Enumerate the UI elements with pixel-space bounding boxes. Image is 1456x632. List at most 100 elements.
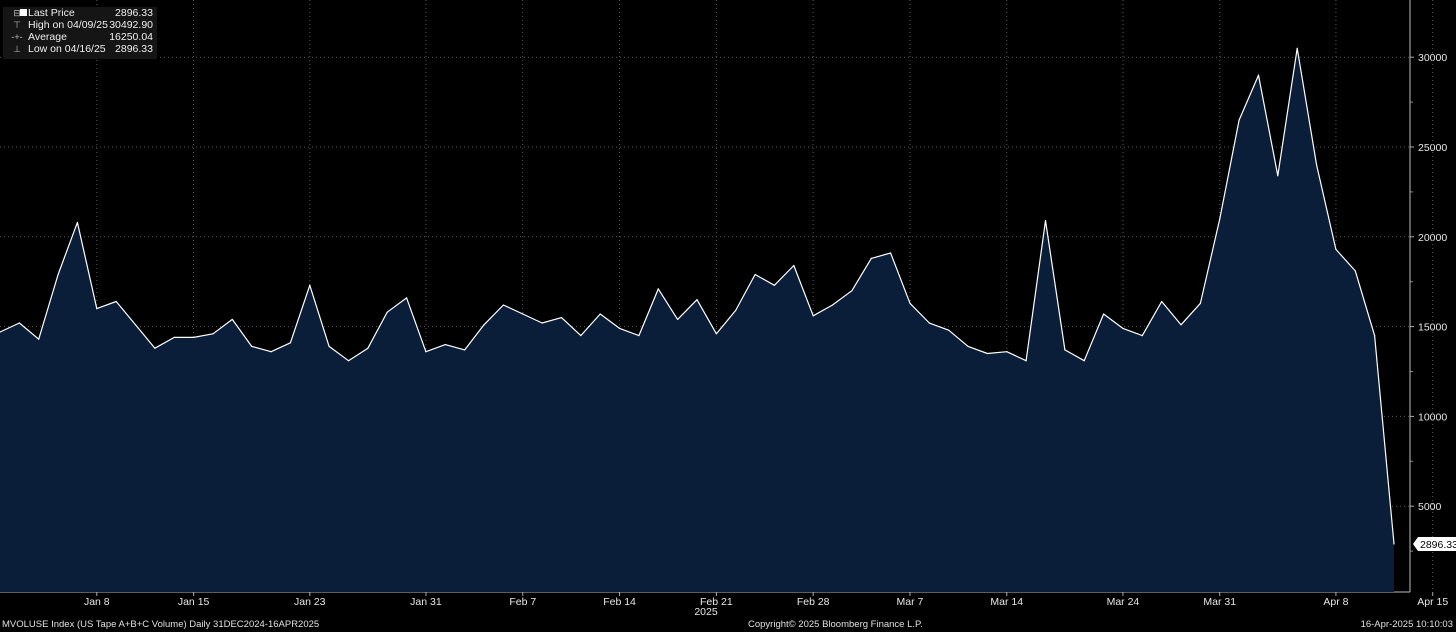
legend-box: ⊟ Last Price 2896.33 ⊤ High on 04/09/25 … xyxy=(3,7,157,59)
x-tick-label: Jan 15 xyxy=(178,596,210,608)
legend-row-last-price: ⊟ Last Price 2896.33 xyxy=(3,7,157,19)
data-point xyxy=(231,318,233,321)
legend-bracket-icon: ⊟ xyxy=(13,8,21,18)
legend-low-label: Low on 04/16/25 xyxy=(28,43,106,55)
average-marker-icon: -+- xyxy=(11,32,23,42)
legend-swatch-icon xyxy=(20,9,27,16)
data-point xyxy=(696,299,698,301)
footer-copyright: Copyright© 2025 Bloomberg Finance L.P. xyxy=(748,619,923,630)
data-point xyxy=(1277,175,1279,177)
data-point xyxy=(115,300,117,303)
data-point xyxy=(309,284,311,286)
data-point xyxy=(270,351,272,353)
data-point xyxy=(618,327,621,329)
data-point xyxy=(599,313,601,315)
data-point xyxy=(1393,543,1395,545)
legend-high-label: High on 04/09/25 xyxy=(28,19,108,31)
data-point xyxy=(1296,47,1298,49)
data-point xyxy=(986,352,989,355)
data-point xyxy=(0,331,1,333)
data-point xyxy=(1257,74,1260,76)
data-point xyxy=(367,347,369,349)
data-point xyxy=(193,336,195,338)
data-point xyxy=(328,345,330,347)
legend-last-label: Last Price xyxy=(28,7,75,19)
last-value-tag xyxy=(1413,536,1456,551)
data-point xyxy=(96,308,98,310)
x-tick-label: Apr 15 xyxy=(1417,596,1448,608)
data-point xyxy=(754,273,756,276)
legend-high-value: 30492.90 xyxy=(109,19,153,31)
x-tick-label: Mar 14 xyxy=(990,596,1023,608)
data-point xyxy=(928,322,930,324)
data-point xyxy=(18,322,20,324)
data-point xyxy=(560,317,563,319)
legend-average-label: Average xyxy=(28,31,67,43)
data-point xyxy=(212,333,214,335)
y-tick-label: 10000 xyxy=(1418,411,1447,423)
footer-index-description: MVOLUSE Index (US Tape A+B+C Volume) Dai… xyxy=(2,619,320,630)
data-point xyxy=(1180,324,1182,326)
y-tick-label: 30000 xyxy=(1418,52,1447,64)
data-point xyxy=(173,336,175,338)
legend-low-value: 2896.33 xyxy=(115,43,153,55)
data-point xyxy=(522,313,524,315)
legend-row-high: ⊤ High on 04/09/25 30492.90 xyxy=(3,19,157,31)
data-point xyxy=(134,324,137,326)
data-point xyxy=(347,360,350,362)
data-point xyxy=(831,304,834,306)
data-point xyxy=(1122,327,1124,329)
data-point xyxy=(1102,313,1105,315)
data-point xyxy=(890,252,892,254)
x-tick-label: Jan 8 xyxy=(84,596,110,608)
x-tick-label: Feb 7 xyxy=(509,596,536,608)
data-point xyxy=(1219,218,1221,220)
data-point xyxy=(657,288,659,290)
data-point xyxy=(464,349,466,351)
series-area-fill xyxy=(0,48,1394,593)
data-point xyxy=(1064,349,1066,351)
x-tick-label: Feb 21 xyxy=(700,596,733,608)
data-point xyxy=(76,221,79,224)
x-tick-label: Feb 28 xyxy=(797,596,830,608)
data-point xyxy=(425,351,427,353)
data-point xyxy=(1161,300,1163,303)
data-point xyxy=(638,334,640,337)
data-point xyxy=(1006,351,1008,353)
y-tick-label: 20000 xyxy=(1418,232,1447,244)
data-point xyxy=(1199,302,1201,304)
data-point xyxy=(793,264,795,267)
data-point xyxy=(444,343,446,346)
data-point xyxy=(1083,360,1085,362)
data-point xyxy=(580,334,582,337)
x-tick-label: Mar 24 xyxy=(1107,596,1140,608)
data-point xyxy=(289,342,292,344)
data-point xyxy=(1141,334,1143,337)
data-point xyxy=(1315,164,1318,166)
x-tick-label: Feb 14 xyxy=(603,596,636,608)
x-axis-year-label: 2025 xyxy=(694,606,718,618)
data-point xyxy=(1025,360,1027,362)
data-point xyxy=(386,311,388,313)
data-point xyxy=(909,302,911,304)
data-point xyxy=(483,324,485,326)
data-point xyxy=(251,345,253,347)
data-point xyxy=(57,273,59,276)
legend-row-low: ⊥ Low on 04/16/25 2896.33 xyxy=(3,43,157,55)
data-point xyxy=(38,338,40,340)
data-point xyxy=(1335,248,1337,250)
data-point xyxy=(851,290,853,292)
data-point xyxy=(735,309,737,312)
data-point xyxy=(870,257,872,259)
data-point xyxy=(1044,220,1047,222)
legend-row-average: -+- Average 16250.04 xyxy=(3,31,157,43)
x-tick-label: Mar 7 xyxy=(897,596,924,608)
legend-last-value: 2896.33 xyxy=(115,7,153,19)
data-point xyxy=(502,304,504,306)
legend-average-value: 16250.04 xyxy=(109,31,153,43)
data-point xyxy=(405,297,408,299)
data-point xyxy=(1374,334,1376,337)
x-tick-label: Apr 8 xyxy=(1323,596,1348,608)
data-point xyxy=(773,284,776,286)
